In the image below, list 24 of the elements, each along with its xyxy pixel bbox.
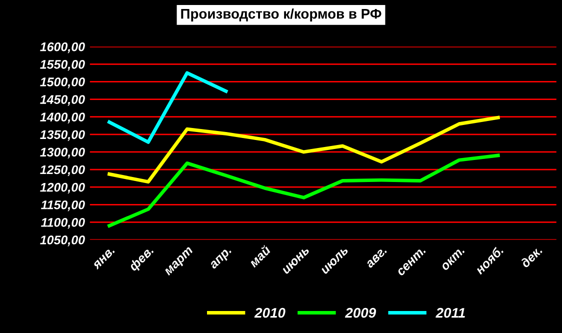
y-tick-label: 1450,00 xyxy=(40,95,85,106)
y-tick-label: 1150,00 xyxy=(41,200,85,212)
chart-title: Производство к/кормов в РФ xyxy=(181,8,382,22)
y-tick-label: 1200,00 xyxy=(40,182,85,194)
line-series xyxy=(108,154,500,228)
legend-label: 2011 xyxy=(436,308,465,318)
y-tick-label: 1500,00 xyxy=(40,78,85,88)
y-tick-label: 1050,00 xyxy=(40,236,85,246)
line-series xyxy=(108,71,228,144)
y-tick-label: 1600,00 xyxy=(40,42,85,54)
legend-label: 2010 xyxy=(254,308,286,318)
y-tick-label: 1300,00 xyxy=(40,148,85,158)
y-tick-label: 1250,00 xyxy=(40,165,85,176)
y-tick-label: 1100,00 xyxy=(41,218,85,229)
legend-label: 2009 xyxy=(344,308,376,318)
y-tick-label: 1550,00 xyxy=(40,60,85,71)
line-series xyxy=(108,116,500,184)
x-tick-label: дек. xyxy=(520,245,543,268)
x-tick-label: апр. xyxy=(209,247,234,271)
x-tick-label: янв. xyxy=(92,247,116,270)
x-tick-label: авг. xyxy=(366,247,388,268)
y-tick-label: 1400,00 xyxy=(40,112,85,124)
y-tick-label: 1350,00 xyxy=(40,130,85,141)
x-tick-label: окт. xyxy=(441,247,465,271)
